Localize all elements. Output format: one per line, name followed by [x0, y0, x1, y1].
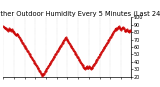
Title: Milwaukee Weather Outdoor Humidity Every 5 Minutes (Last 24 Hours): Milwaukee Weather Outdoor Humidity Every… [0, 10, 160, 17]
